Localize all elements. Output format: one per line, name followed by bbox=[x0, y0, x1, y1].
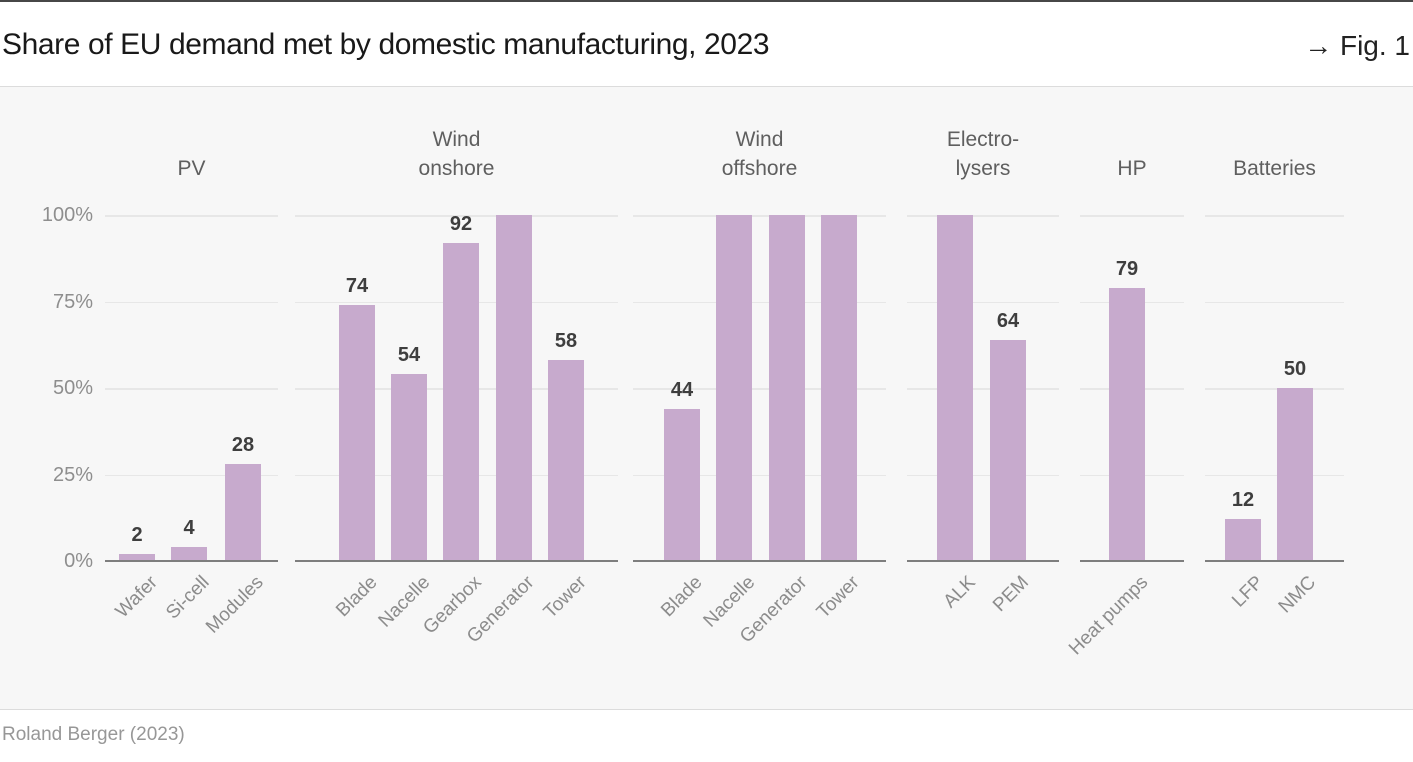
bar bbox=[339, 305, 375, 561]
axis-baseline bbox=[105, 560, 278, 562]
footer-divider bbox=[0, 709, 1413, 710]
group-header-line: Wind bbox=[432, 128, 481, 151]
bar bbox=[716, 215, 752, 561]
gridline bbox=[105, 215, 278, 217]
page-title: Share of EU demand met by domestic manuf… bbox=[2, 28, 770, 61]
group-header: Electro-lysers bbox=[907, 109, 1059, 183]
group-header-line: Wind bbox=[735, 128, 784, 151]
group-panel: Wind offshore 44 Blade Nacelle Generator Tower bbox=[633, 128, 886, 647]
bar-value-label: 28 bbox=[231, 434, 255, 456]
bar-value-label: 50 bbox=[1283, 358, 1307, 380]
gridline bbox=[907, 301, 1059, 303]
group-header: Batteries bbox=[1205, 109, 1344, 183]
bar bbox=[548, 360, 584, 561]
x-tick-label-text: ALK bbox=[939, 572, 980, 613]
bar bbox=[821, 215, 857, 561]
group-panel: Electro-lysers ALK 64 PEM bbox=[907, 128, 1059, 616]
bar bbox=[496, 215, 532, 561]
y-tick-label: 25% bbox=[52, 463, 93, 486]
gridline bbox=[907, 474, 1059, 476]
bar-value-label: 54 bbox=[397, 344, 421, 366]
bar bbox=[119, 554, 155, 561]
group-panel: Batteries 12 LFP 50 NMC bbox=[1205, 157, 1344, 617]
gridline bbox=[1205, 474, 1344, 476]
bar bbox=[937, 215, 973, 561]
source-credit: Roland Berger (2023) bbox=[2, 724, 185, 745]
group-panel: PV 2 Wafer 4 Si-cell 28 Modules bbox=[105, 157, 278, 638]
bar-value-label: 44 bbox=[670, 379, 694, 401]
bar-value-label: 74 bbox=[345, 275, 369, 297]
group-header: Wind onshore bbox=[295, 109, 618, 183]
x-tick-label-text: Heat pumps bbox=[1064, 572, 1152, 660]
gridline bbox=[295, 215, 618, 217]
group-header-line: Electro- bbox=[946, 128, 1020, 151]
group-header-line: lysers bbox=[955, 157, 1011, 180]
bar-value-label: 4 bbox=[183, 517, 195, 539]
y-tick-label: 0% bbox=[64, 550, 93, 572]
y-tick-label: 100% bbox=[41, 204, 93, 226]
bar-value-label: 64 bbox=[996, 310, 1020, 332]
x-tick-label-text: Tower bbox=[813, 572, 864, 623]
x-tick-label-text: Wafer bbox=[111, 572, 162, 623]
axis-baseline bbox=[295, 560, 618, 562]
group-header: PV bbox=[105, 109, 278, 183]
axis-baseline bbox=[907, 560, 1059, 562]
bar-value-label: 12 bbox=[1231, 489, 1255, 511]
gridline bbox=[633, 215, 886, 217]
gridline bbox=[105, 474, 278, 476]
gridline bbox=[907, 215, 1059, 217]
bar bbox=[225, 464, 261, 561]
bar bbox=[171, 547, 207, 561]
x-tick-label-text: LFP bbox=[1228, 572, 1268, 612]
bar bbox=[1277, 388, 1313, 561]
group-panel: HP 79 Heat pumps bbox=[1065, 157, 1184, 659]
bar-value-label: 92 bbox=[449, 213, 473, 235]
bar bbox=[443, 243, 479, 561]
y-tick-label: 75% bbox=[52, 290, 93, 313]
group-header: Wind offshore bbox=[633, 109, 886, 183]
group-header-line: onshore bbox=[418, 157, 495, 180]
top-accent-bar bbox=[0, 0, 1413, 2]
gridline bbox=[1205, 215, 1344, 217]
x-tick-label-text: Modules bbox=[202, 572, 268, 638]
bar bbox=[1109, 288, 1145, 561]
bar bbox=[990, 340, 1026, 561]
group-header: HP bbox=[1080, 109, 1184, 183]
group-panel: Wind onshore 74 Blade 54 Nacelle 92 Gearbox Gene… bbox=[295, 128, 618, 647]
figure-label: → Fig. 1 bbox=[1304, 30, 1410, 61]
axis-baseline bbox=[1080, 560, 1184, 562]
axis-baseline bbox=[1205, 560, 1344, 562]
group-header-line: HP bbox=[1117, 157, 1147, 180]
group-header-line: PV bbox=[177, 157, 206, 180]
header-divider bbox=[0, 86, 1413, 87]
bar bbox=[664, 409, 700, 561]
header: Share of EU demand met by domestic manuf… bbox=[0, 2, 1413, 86]
bar-value-label: 58 bbox=[554, 330, 578, 352]
gridline bbox=[633, 388, 886, 390]
gridline bbox=[907, 388, 1059, 390]
chart-background bbox=[0, 87, 1413, 709]
bar-value-label: 79 bbox=[1115, 258, 1139, 280]
bar bbox=[391, 374, 427, 561]
gridline bbox=[1205, 301, 1344, 303]
group-header-line: Batteries bbox=[1233, 157, 1316, 180]
gridline bbox=[1205, 388, 1344, 390]
bar-value-label: 2 bbox=[131, 524, 143, 546]
x-tick-label-text: PEM bbox=[988, 572, 1033, 616]
group-header-line: offshore bbox=[721, 157, 798, 180]
axis-baseline bbox=[633, 560, 886, 562]
gridline bbox=[1080, 215, 1184, 217]
bar bbox=[769, 215, 805, 561]
x-tick-label-text: Tower bbox=[540, 572, 591, 623]
gridline bbox=[633, 301, 886, 303]
bar bbox=[1225, 519, 1261, 561]
gridline bbox=[105, 388, 278, 390]
gridline bbox=[633, 474, 886, 476]
y-tick-label: 50% bbox=[52, 377, 93, 399]
x-tick-label-text: NMC bbox=[1274, 572, 1320, 618]
gridline bbox=[105, 301, 278, 303]
